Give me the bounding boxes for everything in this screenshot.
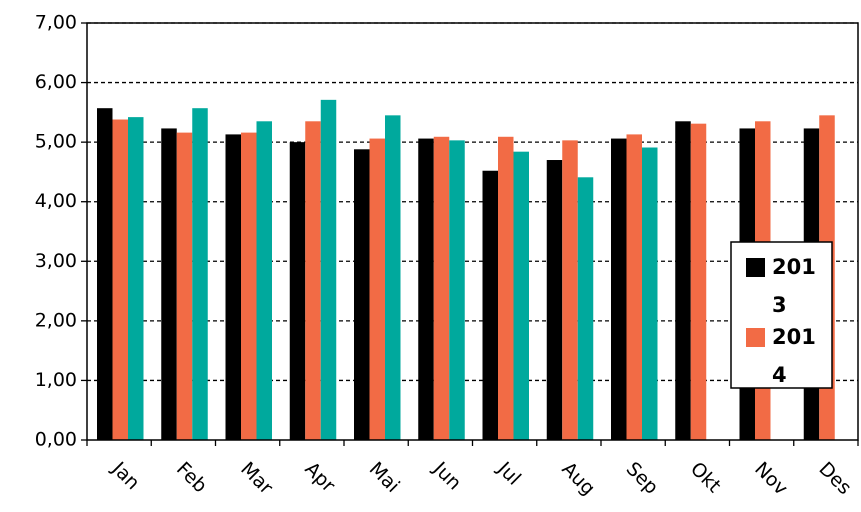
bar bbox=[241, 132, 257, 440]
bar bbox=[546, 160, 563, 440]
bar bbox=[385, 115, 401, 440]
x-tick-label: Jul bbox=[492, 457, 524, 489]
legend-label-box: 2013 bbox=[772, 255, 816, 317]
bar bbox=[433, 136, 450, 440]
y-tick-label: 3,00 bbox=[35, 250, 77, 272]
bar bbox=[256, 121, 272, 441]
bar bbox=[305, 121, 321, 441]
y-tick-label: 5,00 bbox=[35, 131, 77, 153]
bar bbox=[112, 119, 128, 441]
bar bbox=[97, 108, 113, 441]
y-tick-label: 1,00 bbox=[35, 369, 77, 391]
legend-label: 2013 bbox=[772, 255, 816, 317]
bar bbox=[690, 123, 707, 440]
legend-label-box: 2014 bbox=[772, 325, 816, 387]
bar bbox=[161, 128, 177, 441]
bar bbox=[642, 147, 658, 441]
y-tick-label: 7,00 bbox=[35, 12, 77, 34]
legend-label: 2014 bbox=[772, 325, 816, 387]
x-tick-label: Des bbox=[814, 458, 855, 499]
bar bbox=[626, 134, 642, 441]
bar bbox=[611, 138, 627, 440]
x-tick-label: Apr bbox=[300, 458, 339, 497]
x-tick-label: Jan bbox=[107, 457, 144, 494]
bar bbox=[225, 134, 241, 441]
bar bbox=[513, 151, 529, 440]
y-tick-label: 0,00 bbox=[35, 429, 77, 451]
bar bbox=[320, 99, 337, 441]
legend-swatch bbox=[746, 328, 765, 347]
bar bbox=[289, 142, 306, 440]
bar bbox=[562, 140, 578, 440]
plot-frame bbox=[86, 22, 859, 441]
x-tick-label: Aug bbox=[557, 458, 599, 500]
y-tick-label: 4,00 bbox=[35, 190, 77, 212]
bar bbox=[354, 149, 370, 440]
bar bbox=[449, 140, 465, 440]
x-tick-label: Mai bbox=[365, 458, 404, 497]
x-tick-label: Jun bbox=[428, 457, 465, 494]
x-tick-label: Nov bbox=[750, 458, 792, 500]
bar bbox=[128, 117, 144, 440]
legend-swatch bbox=[746, 258, 765, 277]
bar bbox=[418, 138, 434, 440]
bar bbox=[675, 121, 691, 441]
bar bbox=[176, 132, 193, 440]
bar bbox=[498, 136, 514, 440]
bar bbox=[577, 177, 594, 441]
y-tick-label: 2,00 bbox=[35, 309, 77, 331]
bar bbox=[482, 170, 498, 441]
x-tick-label: Mar bbox=[236, 458, 277, 499]
x-tick-label: Feb bbox=[172, 458, 211, 497]
x-tick-label: Okt bbox=[686, 458, 725, 497]
y-tick-label: 6,00 bbox=[35, 71, 77, 93]
x-tick-label: Sep bbox=[622, 458, 663, 499]
bar bbox=[369, 138, 385, 440]
bar bbox=[192, 108, 208, 441]
